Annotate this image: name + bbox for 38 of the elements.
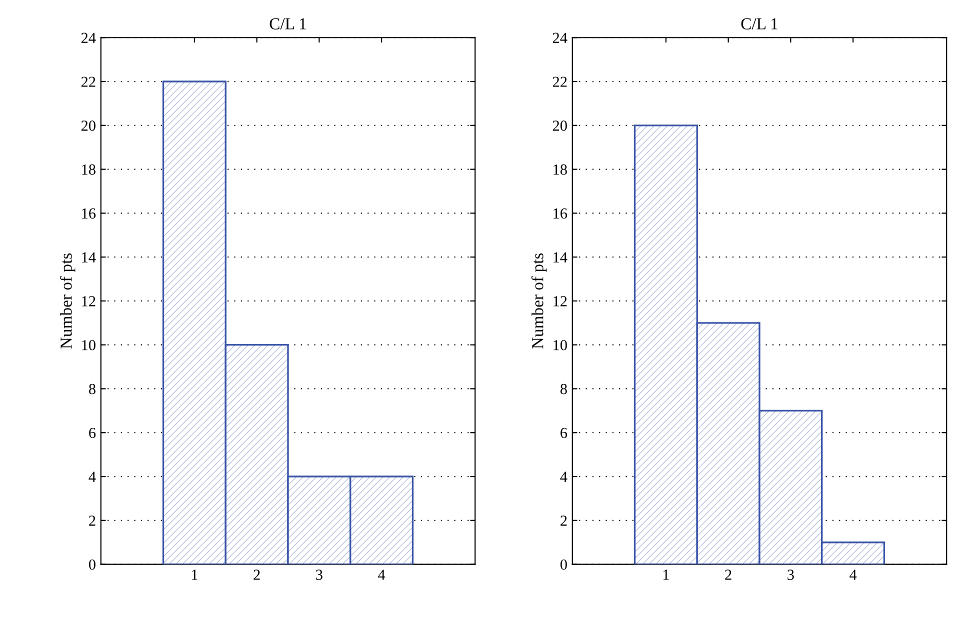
x-tick-label: 4 xyxy=(378,570,386,580)
x-tick-label: 2 xyxy=(725,570,732,580)
y-axis-title: Number of pts xyxy=(60,253,76,349)
y-tick-label: 8 xyxy=(88,384,96,394)
x-tick-label: 2 xyxy=(254,570,260,580)
chart-title: C/L 1 xyxy=(270,18,306,30)
y-tick-label: 6 xyxy=(560,428,568,438)
y-tick-label: 22 xyxy=(81,76,96,87)
y-tick-label: 20 xyxy=(552,120,567,131)
y-tick-label: 10 xyxy=(82,340,96,350)
y-tick-label: 16 xyxy=(554,208,568,219)
x-tick-label: 3 xyxy=(316,570,322,580)
y-tick-label: 4 xyxy=(560,472,568,482)
y-tick-label: 14 xyxy=(82,252,96,262)
y-tick-label: 10 xyxy=(554,340,567,350)
y-tick-label: 20 xyxy=(81,120,96,131)
y-tick-label: 12 xyxy=(554,296,567,306)
y-tick-label: 22 xyxy=(552,76,567,87)
x-tick-label: 3 xyxy=(788,570,794,580)
y-tick-label: 8 xyxy=(560,384,567,394)
y-tick-label: 24 xyxy=(552,32,568,43)
y-tick-label: 18 xyxy=(82,164,96,175)
y-tick-label: 24 xyxy=(81,32,96,43)
x-tick-label: 1 xyxy=(192,570,198,580)
y-tick-label: 0 xyxy=(88,559,96,570)
y-tick-label: 14 xyxy=(554,252,568,262)
y-tick-label: 2 xyxy=(89,516,96,526)
y-tick-label: 16 xyxy=(82,208,96,219)
y-axis-title: Number of pts xyxy=(531,253,547,349)
y-tick-label: 18 xyxy=(554,164,567,175)
y-tick-label: 12 xyxy=(82,296,96,306)
y-tick-label: 2 xyxy=(560,516,567,526)
y-tick-label: 4 xyxy=(88,472,96,482)
x-tick-label: 1 xyxy=(663,570,669,580)
y-tick-label: 0 xyxy=(560,559,567,570)
x-tick-label: 4 xyxy=(850,570,857,580)
chart-title: C/L 1 xyxy=(741,18,778,30)
y-tick-label: 6 xyxy=(89,428,96,438)
